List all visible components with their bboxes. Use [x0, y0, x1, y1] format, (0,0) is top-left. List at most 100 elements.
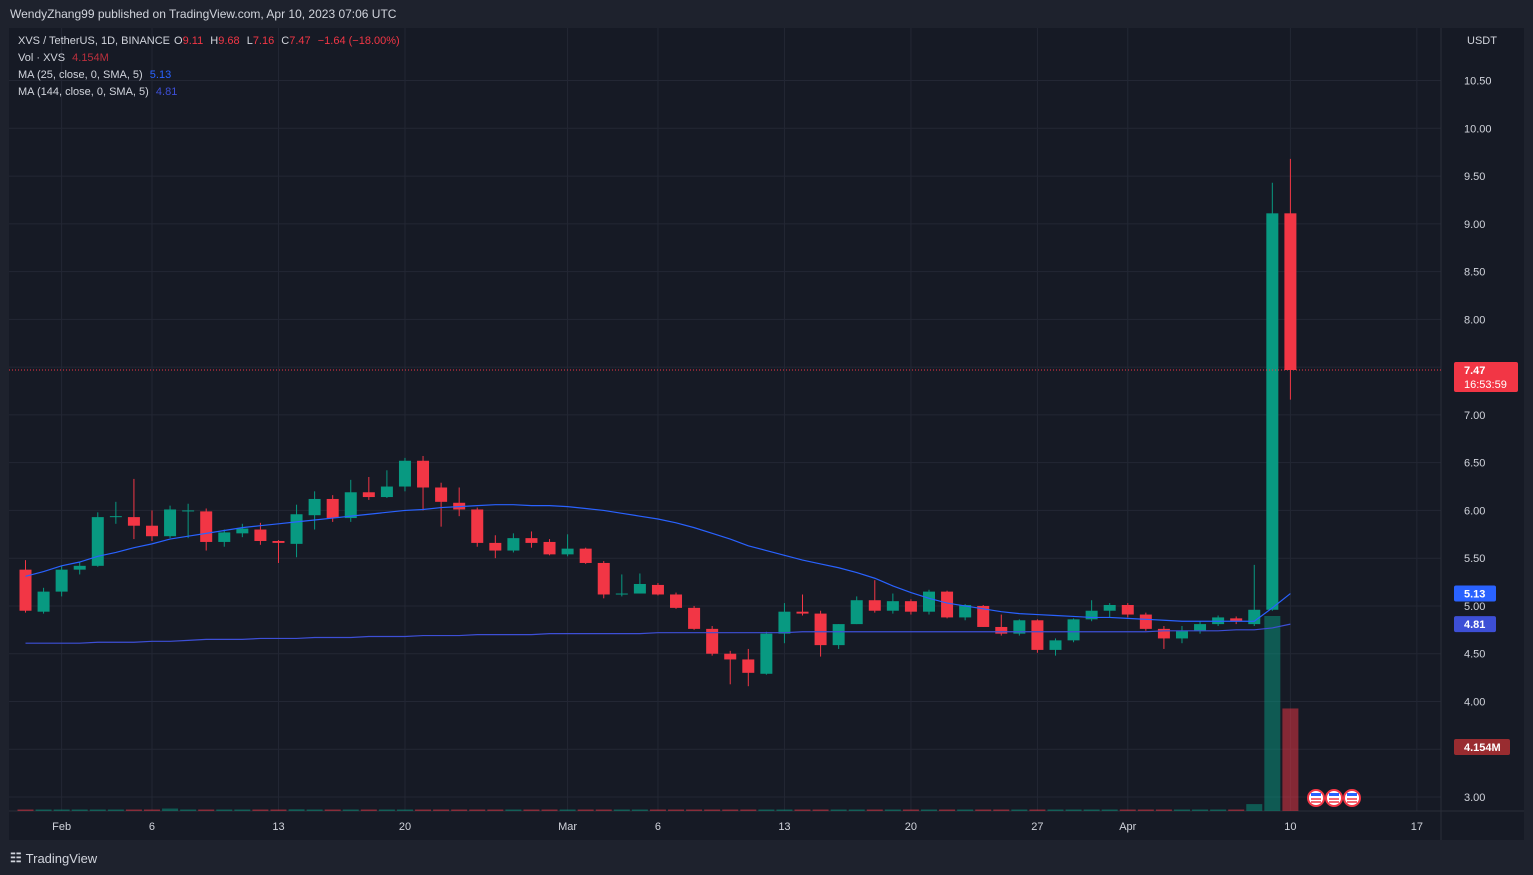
volume-legend[interactable]: Vol · XVS 4.154M — [18, 52, 113, 64]
candle-body — [200, 511, 213, 542]
volume-bar — [451, 809, 468, 811]
price-axis-currency: USDT — [1467, 35, 1497, 47]
candle-body — [886, 601, 899, 611]
volume-badge-label: 4.154M — [1464, 742, 1501, 754]
candle-body — [1230, 618, 1243, 622]
volume-bar — [559, 809, 576, 811]
time-tick-label: 6 — [655, 821, 661, 833]
volume-bar — [758, 809, 775, 811]
candle-body — [1067, 619, 1080, 641]
last-price-label: 7.47 — [1464, 365, 1485, 377]
ma144-badge-label: 4.81 — [1464, 619, 1485, 631]
volume-bar — [35, 809, 52, 811]
volume-bar — [1246, 804, 1263, 811]
volume-bar — [1065, 809, 1082, 811]
time-tick-label: 13 — [272, 821, 284, 833]
candle-body — [742, 659, 755, 673]
time-tick-label: 10 — [1284, 821, 1296, 833]
flag-canton-icon — [1329, 793, 1339, 796]
price-tick-label: 9.00 — [1464, 219, 1485, 231]
volume-bar — [360, 809, 377, 811]
volume-bar — [1192, 809, 1209, 811]
price-tick-label: 9.50 — [1464, 171, 1485, 183]
candle-body — [1103, 604, 1116, 611]
candle-body — [1284, 213, 1297, 370]
price-tick-label: 7.00 — [1464, 410, 1485, 422]
volume-bar — [415, 809, 432, 811]
candle-body — [1013, 620, 1026, 634]
candle-body — [633, 583, 646, 594]
candle-body — [1121, 604, 1134, 615]
time-tick-label: 27 — [1031, 821, 1043, 833]
candle-body — [597, 562, 610, 595]
price-chart[interactable]: USDT10.5010.009.509.008.508.007.507.006.… — [9, 28, 1524, 840]
volume-bar — [848, 809, 865, 811]
economic-event-icon — [1307, 789, 1325, 807]
volume-bar — [668, 809, 685, 811]
volume-bar — [396, 809, 413, 811]
event-markers[interactable] — [1307, 789, 1361, 807]
volume-bar — [487, 809, 504, 811]
symbol-pair: XVS / TetherUS, 1D, BINANCE — [18, 35, 171, 47]
volume-legend-value: 4.154M — [72, 52, 109, 64]
low-label: L — [246, 35, 253, 47]
candle-body — [525, 538, 538, 543]
candle-body — [182, 510, 195, 512]
candle-body — [91, 517, 104, 566]
price-tick-label: 3.00 — [1464, 792, 1485, 804]
candle-body — [1175, 630, 1188, 639]
high-value: 9.68 — [218, 35, 240, 47]
volume-bar — [378, 809, 395, 811]
candle-body — [832, 624, 845, 646]
volume-bar — [1047, 809, 1064, 811]
ma25-badge-label: 5.13 — [1464, 589, 1485, 601]
candle-body — [145, 525, 158, 537]
candle-body — [579, 548, 592, 563]
volume-bar — [1210, 809, 1227, 811]
candle-body — [651, 584, 664, 595]
symbol-legend[interactable]: XVS / TetherUS, 1D, BINANCE O9.11 H9.68 L… — [18, 35, 404, 47]
time-axis[interactable]: Feb 6 13 20 Mar 6 13 20 27 Apr 10 17 — [52, 821, 1423, 833]
candle-body — [362, 492, 375, 498]
volume-bar — [577, 809, 594, 811]
volume-bar — [523, 809, 540, 811]
volume-bar — [125, 809, 142, 811]
ma144-legend-label: MA (144, close, 0, SMA, 5) — [18, 86, 149, 98]
volume-bar — [505, 809, 522, 811]
ma144-legend[interactable]: MA (144, close, 0, SMA, 5) 4.81 — [18, 86, 181, 98]
ma25-badge — [1454, 585, 1496, 602]
countdown-label: 16:53:59 — [1464, 379, 1507, 391]
volume-bar — [957, 809, 974, 811]
candle-body — [904, 601, 917, 612]
volume-bar — [1101, 809, 1118, 811]
volume-bar — [812, 809, 829, 811]
candle-body — [326, 498, 339, 519]
volume-bar — [613, 809, 630, 811]
candle-body — [1266, 213, 1279, 610]
volume-bar — [649, 809, 666, 811]
volume-bar — [1282, 708, 1299, 811]
candle-body — [543, 541, 556, 555]
volume-bar — [595, 809, 612, 811]
volume-bar — [830, 809, 847, 811]
tradingview-logo[interactable]: ☷ TradingView — [10, 850, 97, 866]
volume-bar — [921, 809, 937, 811]
price-axis[interactable]: USDT10.5010.009.509.008.508.007.507.006.… — [1454, 35, 1518, 804]
ma25-legend[interactable]: MA (25, close, 0, SMA, 5) 5.13 — [18, 69, 175, 81]
volume-bar — [1228, 809, 1245, 811]
flag-canton-icon — [1311, 793, 1321, 796]
price-tick-label: 8.00 — [1464, 314, 1485, 326]
candle-body — [254, 529, 267, 541]
candle-body — [489, 542, 502, 551]
low-value: 7.16 — [252, 35, 275, 47]
economic-event-icon — [1343, 789, 1361, 807]
economic-event-icon — [1325, 789, 1343, 807]
ma144-line — [25, 623, 1291, 644]
ma144-badge — [1454, 616, 1496, 633]
volume-bar — [342, 809, 359, 811]
candle-body — [977, 605, 990, 627]
candle-body — [778, 611, 791, 634]
volume-bar — [902, 809, 919, 811]
candle-body — [417, 460, 430, 488]
candle-body — [868, 600, 881, 611]
